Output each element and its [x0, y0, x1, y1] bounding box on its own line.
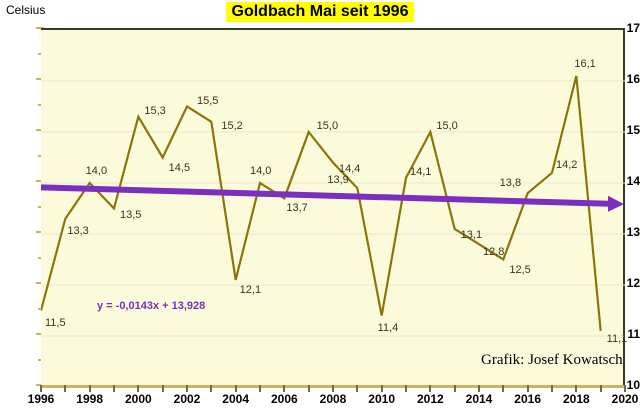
trend-line-group [41, 184, 624, 212]
x-tick [259, 385, 261, 392]
data-point-label: 15,2 [221, 119, 243, 132]
x-tick [186, 385, 188, 392]
chart-title: Goldbach Mai seit 1996 [0, 2, 640, 22]
x-tick-label: 2008 [319, 392, 347, 406]
data-point-label: 13,9 [327, 174, 349, 187]
x-tick-label: 2000 [124, 392, 152, 406]
y-major-tick [36, 231, 44, 233]
data-point-label: 15,0 [316, 120, 339, 132]
plot-area [41, 28, 625, 385]
x-tick [405, 385, 407, 392]
trend-equation-label: y = -0,0143x + 13,928 [97, 300, 206, 312]
x-tick [599, 385, 602, 392]
x-tick-label: 2004 [222, 392, 250, 406]
x-tick-label: 1998 [76, 392, 104, 406]
data-point-label: 14,4 [339, 162, 361, 175]
data-point-label: 13,7 [286, 202, 308, 215]
data-point-label: 11,5 [45, 316, 66, 329]
x-tick [137, 385, 140, 392]
x-tick-label: 2010 [368, 392, 396, 406]
trend-line-arrowhead [608, 195, 624, 212]
data-point-label: 14,5 [168, 161, 191, 174]
x-tick-label: 2020 [611, 392, 639, 406]
x-tick [332, 385, 334, 392]
y-tick-label: 16 [626, 72, 640, 86]
data-point-label: 14,2 [556, 158, 578, 171]
plot-svg [41, 75, 625, 337]
x-tick [307, 385, 310, 392]
data-point-label: 14,0 [85, 165, 108, 177]
x-tick-label: 2012 [416, 392, 444, 406]
x-tick [64, 385, 67, 392]
y-major-tick [36, 27, 44, 29]
data-point-label: 11,4 [377, 321, 399, 334]
credit-label: Grafik: Josef Kowatsch [481, 352, 623, 368]
data-point-label: 12,8 [483, 246, 505, 259]
x-tick [478, 385, 480, 392]
x-tick [575, 385, 578, 392]
y-axis-caption: Celsius [6, 3, 46, 17]
x-tick [210, 385, 213, 392]
x-tick-label: 1996 [27, 392, 55, 406]
data-point-label: 15,5 [197, 94, 219, 107]
y-major-tick [36, 282, 44, 284]
y-tick-label: 11 [627, 327, 640, 341]
data-point-label: 12,1 [239, 283, 262, 296]
x-tick [624, 385, 626, 392]
x-tick [234, 385, 237, 392]
y-tick-label: 17 [626, 21, 640, 35]
y-major-tick [36, 180, 44, 182]
x-tick [380, 385, 383, 392]
x-tick [429, 385, 432, 392]
y-tick-label: 10 [626, 378, 640, 392]
data-point-label: 13,1 [460, 228, 483, 241]
y-major-tick [36, 333, 44, 335]
y-tick-label: 14 [626, 174, 640, 188]
x-tick-label: 2006 [270, 392, 298, 406]
x-tick [551, 385, 553, 392]
x-tick [453, 385, 456, 392]
x-tick [502, 385, 505, 392]
y-tick-label: 15 [626, 123, 640, 137]
x-tick [40, 385, 42, 392]
x-tick [356, 385, 359, 392]
y-tick-label: 13 [626, 225, 640, 239]
x-tick [283, 385, 286, 392]
data-point-label: 16,1 [574, 57, 596, 70]
data-point-label: 12,5 [509, 263, 531, 276]
data-point-label: 14,0 [250, 165, 272, 177]
x-tick [526, 385, 529, 392]
data-point-label: 15,0 [436, 120, 458, 132]
chart-title-text: Goldbach Mai seit 1996 [225, 2, 415, 22]
y-tick-label: 12 [626, 276, 640, 290]
data-point-label: 13,5 [120, 208, 142, 221]
trend-line [41, 184, 610, 207]
data-point-label: 11,1 [606, 332, 628, 345]
x-tick-label: 2002 [173, 392, 201, 406]
data-point-label: 13,3 [67, 224, 89, 237]
data-point-label: 14,1 [410, 165, 432, 178]
gridlines [41, 80, 625, 337]
data-point-label: 13,8 [499, 177, 522, 190]
temperature-series-line [41, 75, 602, 332]
y-major-tick [36, 129, 44, 131]
x-tick [113, 385, 115, 392]
x-tick [161, 385, 164, 392]
data-point-label: 15,3 [144, 104, 166, 117]
x-tick-label: 2014 [465, 392, 493, 406]
x-tick [88, 385, 91, 392]
x-tick-label: 2016 [514, 392, 542, 406]
y-major-tick [36, 78, 44, 80]
x-tick-label: 2018 [562, 392, 590, 406]
